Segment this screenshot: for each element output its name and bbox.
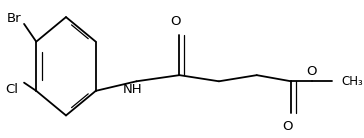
Text: Cl: Cl [5, 83, 19, 96]
Text: Br: Br [7, 12, 21, 25]
Text: O: O [282, 120, 293, 133]
Text: CH₃: CH₃ [341, 75, 363, 88]
Text: O: O [171, 15, 181, 28]
Text: NH: NH [123, 83, 143, 96]
Text: O: O [306, 65, 317, 78]
